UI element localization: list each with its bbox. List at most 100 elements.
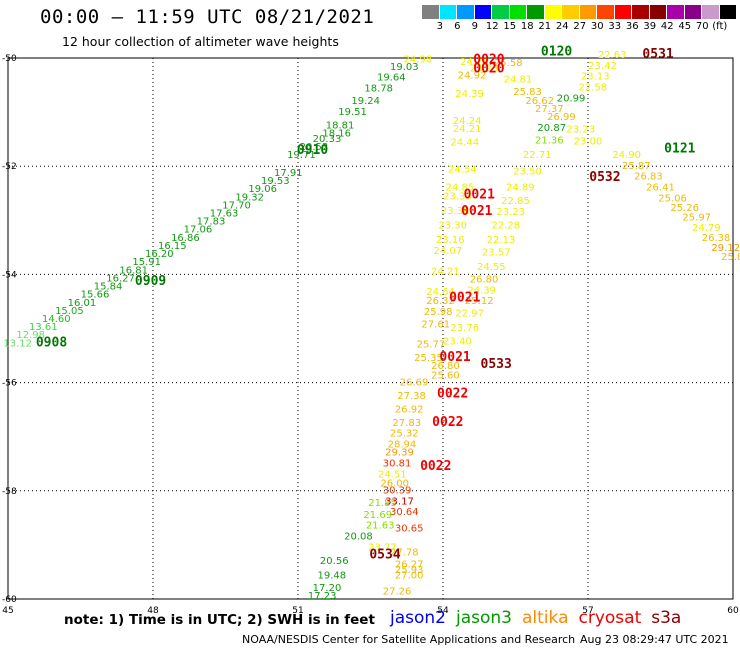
swh-value: 20.33 xyxy=(313,134,342,145)
swh-value: 25.87 xyxy=(622,161,651,172)
swh-value: 24.24 xyxy=(453,116,482,127)
swh-value: 30.64 xyxy=(390,507,419,518)
swh-value: 23.38 xyxy=(441,206,470,217)
swh-value: 20.08 xyxy=(344,531,373,542)
swh-value: 23.23 xyxy=(496,207,525,218)
satellite-name: jason3 xyxy=(456,608,512,628)
pass-time-label: 0021 xyxy=(449,290,480,305)
legend-swatch xyxy=(457,5,475,19)
swh-value: 17.70 xyxy=(222,200,251,211)
swh-value: 16.20 xyxy=(145,249,174,260)
swh-value: 23.57 xyxy=(482,247,511,258)
map-title: 00:00 – 11:59 UTC 08/21/2021 xyxy=(40,6,375,28)
swh-value: 25.35 xyxy=(414,353,443,364)
swh-value: 17.23 xyxy=(308,591,337,602)
swh-value: 16.27 xyxy=(106,273,135,284)
timestamp: Aug 23 08:29:47 UTC 2021 xyxy=(580,633,729,646)
swh-value: 25.12 xyxy=(465,296,494,307)
swh-value: 17.83 xyxy=(197,217,226,228)
swh-value: 23.77 xyxy=(368,542,397,553)
legend-label: 12 xyxy=(485,21,499,32)
swh-value: 19.06 xyxy=(248,184,277,195)
swh-value: 26.69 xyxy=(400,377,429,388)
pass-time-label: 0533 xyxy=(481,357,512,372)
swh-value: 23.30 xyxy=(438,220,467,231)
legend-label: 15 xyxy=(503,21,517,32)
legend-swatch xyxy=(474,5,492,19)
swh-value: 18.16 xyxy=(322,128,351,139)
longitude-tick-label: 57 xyxy=(582,606,593,616)
swh-value: 19.53 xyxy=(261,176,290,187)
legend-swatch xyxy=(562,5,580,19)
swh-value: 22.97 xyxy=(455,309,484,320)
swh-value: 23.16 xyxy=(436,235,465,246)
swh-value: 13.61 xyxy=(29,322,58,333)
swh-value: 21.63 xyxy=(366,521,395,532)
swh-value: 24.54 xyxy=(448,165,477,176)
swh-value: 26.32 xyxy=(426,296,455,307)
legend-label: 70 xyxy=(695,21,709,32)
swh-value: 24.28 xyxy=(460,57,489,68)
legend-swatch xyxy=(597,5,615,19)
swh-value: 27.37 xyxy=(535,104,564,115)
swh-value: 27.26 xyxy=(383,587,412,598)
legend-label: 39 xyxy=(643,21,657,32)
pass-time-label: 0021 xyxy=(439,350,470,365)
swh-value: 24.64 xyxy=(426,287,455,298)
swh-value: 16.15 xyxy=(158,241,187,252)
swh-value: 20.53 xyxy=(300,142,329,153)
swh-value: 26.83 xyxy=(634,172,663,183)
legend-swatch xyxy=(422,5,440,19)
swh-values: 13.1212.9813.6114.6015.0516.0115.6615.84… xyxy=(3,50,740,602)
satellite-name: s3a xyxy=(651,608,682,628)
legend-swatch xyxy=(544,5,562,19)
swh-value: 17.91 xyxy=(274,168,303,179)
legend-swatch xyxy=(649,5,667,19)
pass-time-label: 0908 xyxy=(36,335,67,350)
swh-value: 24.81 xyxy=(504,74,533,85)
swh-value: 23.76 xyxy=(450,323,479,334)
swh-value: 13.12 xyxy=(3,338,32,349)
legend-swatch xyxy=(719,5,737,19)
swh-value: 26.27 xyxy=(395,560,424,571)
swh-value: 30.39 xyxy=(383,486,412,497)
legend-swatch xyxy=(702,5,720,19)
footer-note: note: 1) Time is in UTC; 2) SWH is in fe… xyxy=(64,612,375,628)
swh-value: 25.26 xyxy=(670,203,699,214)
pass-time-label: 0120 xyxy=(541,44,572,59)
longitude-tick-label: 45 xyxy=(2,606,13,616)
legend-swatch xyxy=(667,5,685,19)
swh-value: 24.21 xyxy=(431,266,460,277)
legend-label: 24 xyxy=(555,21,569,32)
legend-swatch xyxy=(492,5,510,19)
swh-value: 19.51 xyxy=(338,107,367,118)
legend-label: 45 xyxy=(678,21,692,32)
swh-value: 33.17 xyxy=(385,496,414,507)
legend-swatch xyxy=(527,5,545,19)
swh-value: 28.94 xyxy=(388,440,417,451)
legend-label: 6 xyxy=(454,21,461,32)
swh-value: 25.88 xyxy=(721,252,740,263)
swh-value: 17.06 xyxy=(184,225,213,236)
swh-value: 16.81 xyxy=(119,265,148,276)
legend-swatch xyxy=(614,5,632,19)
swh-value: 30.81 xyxy=(383,458,412,469)
swh-value: 27.78 xyxy=(390,548,419,559)
pass-time-label: 0020 xyxy=(473,62,504,77)
satellite-legend: jason2 jason3 altika cryosat s3a xyxy=(390,608,691,628)
swh-value: 25.97 xyxy=(682,212,711,223)
swh-value: 22.85 xyxy=(501,196,530,207)
swh-value: 26.99 xyxy=(547,112,576,123)
swh-value: 25.60 xyxy=(431,370,460,381)
swh-value: 26.41 xyxy=(646,183,675,194)
swh-value: 25.93 xyxy=(395,565,424,576)
latitude-tick-label: -60 xyxy=(2,595,17,605)
latitude-tick-label: -56 xyxy=(2,379,17,389)
swh-value: 23.40 xyxy=(443,337,472,348)
swh-value: 27.61 xyxy=(421,319,450,330)
swh-value: 22.63 xyxy=(598,50,627,61)
swh-value: 23.23 xyxy=(566,125,595,136)
swh-value: 22.71 xyxy=(523,150,552,161)
swh-value: 19.64 xyxy=(377,73,406,84)
legend-label: 27 xyxy=(573,21,587,32)
